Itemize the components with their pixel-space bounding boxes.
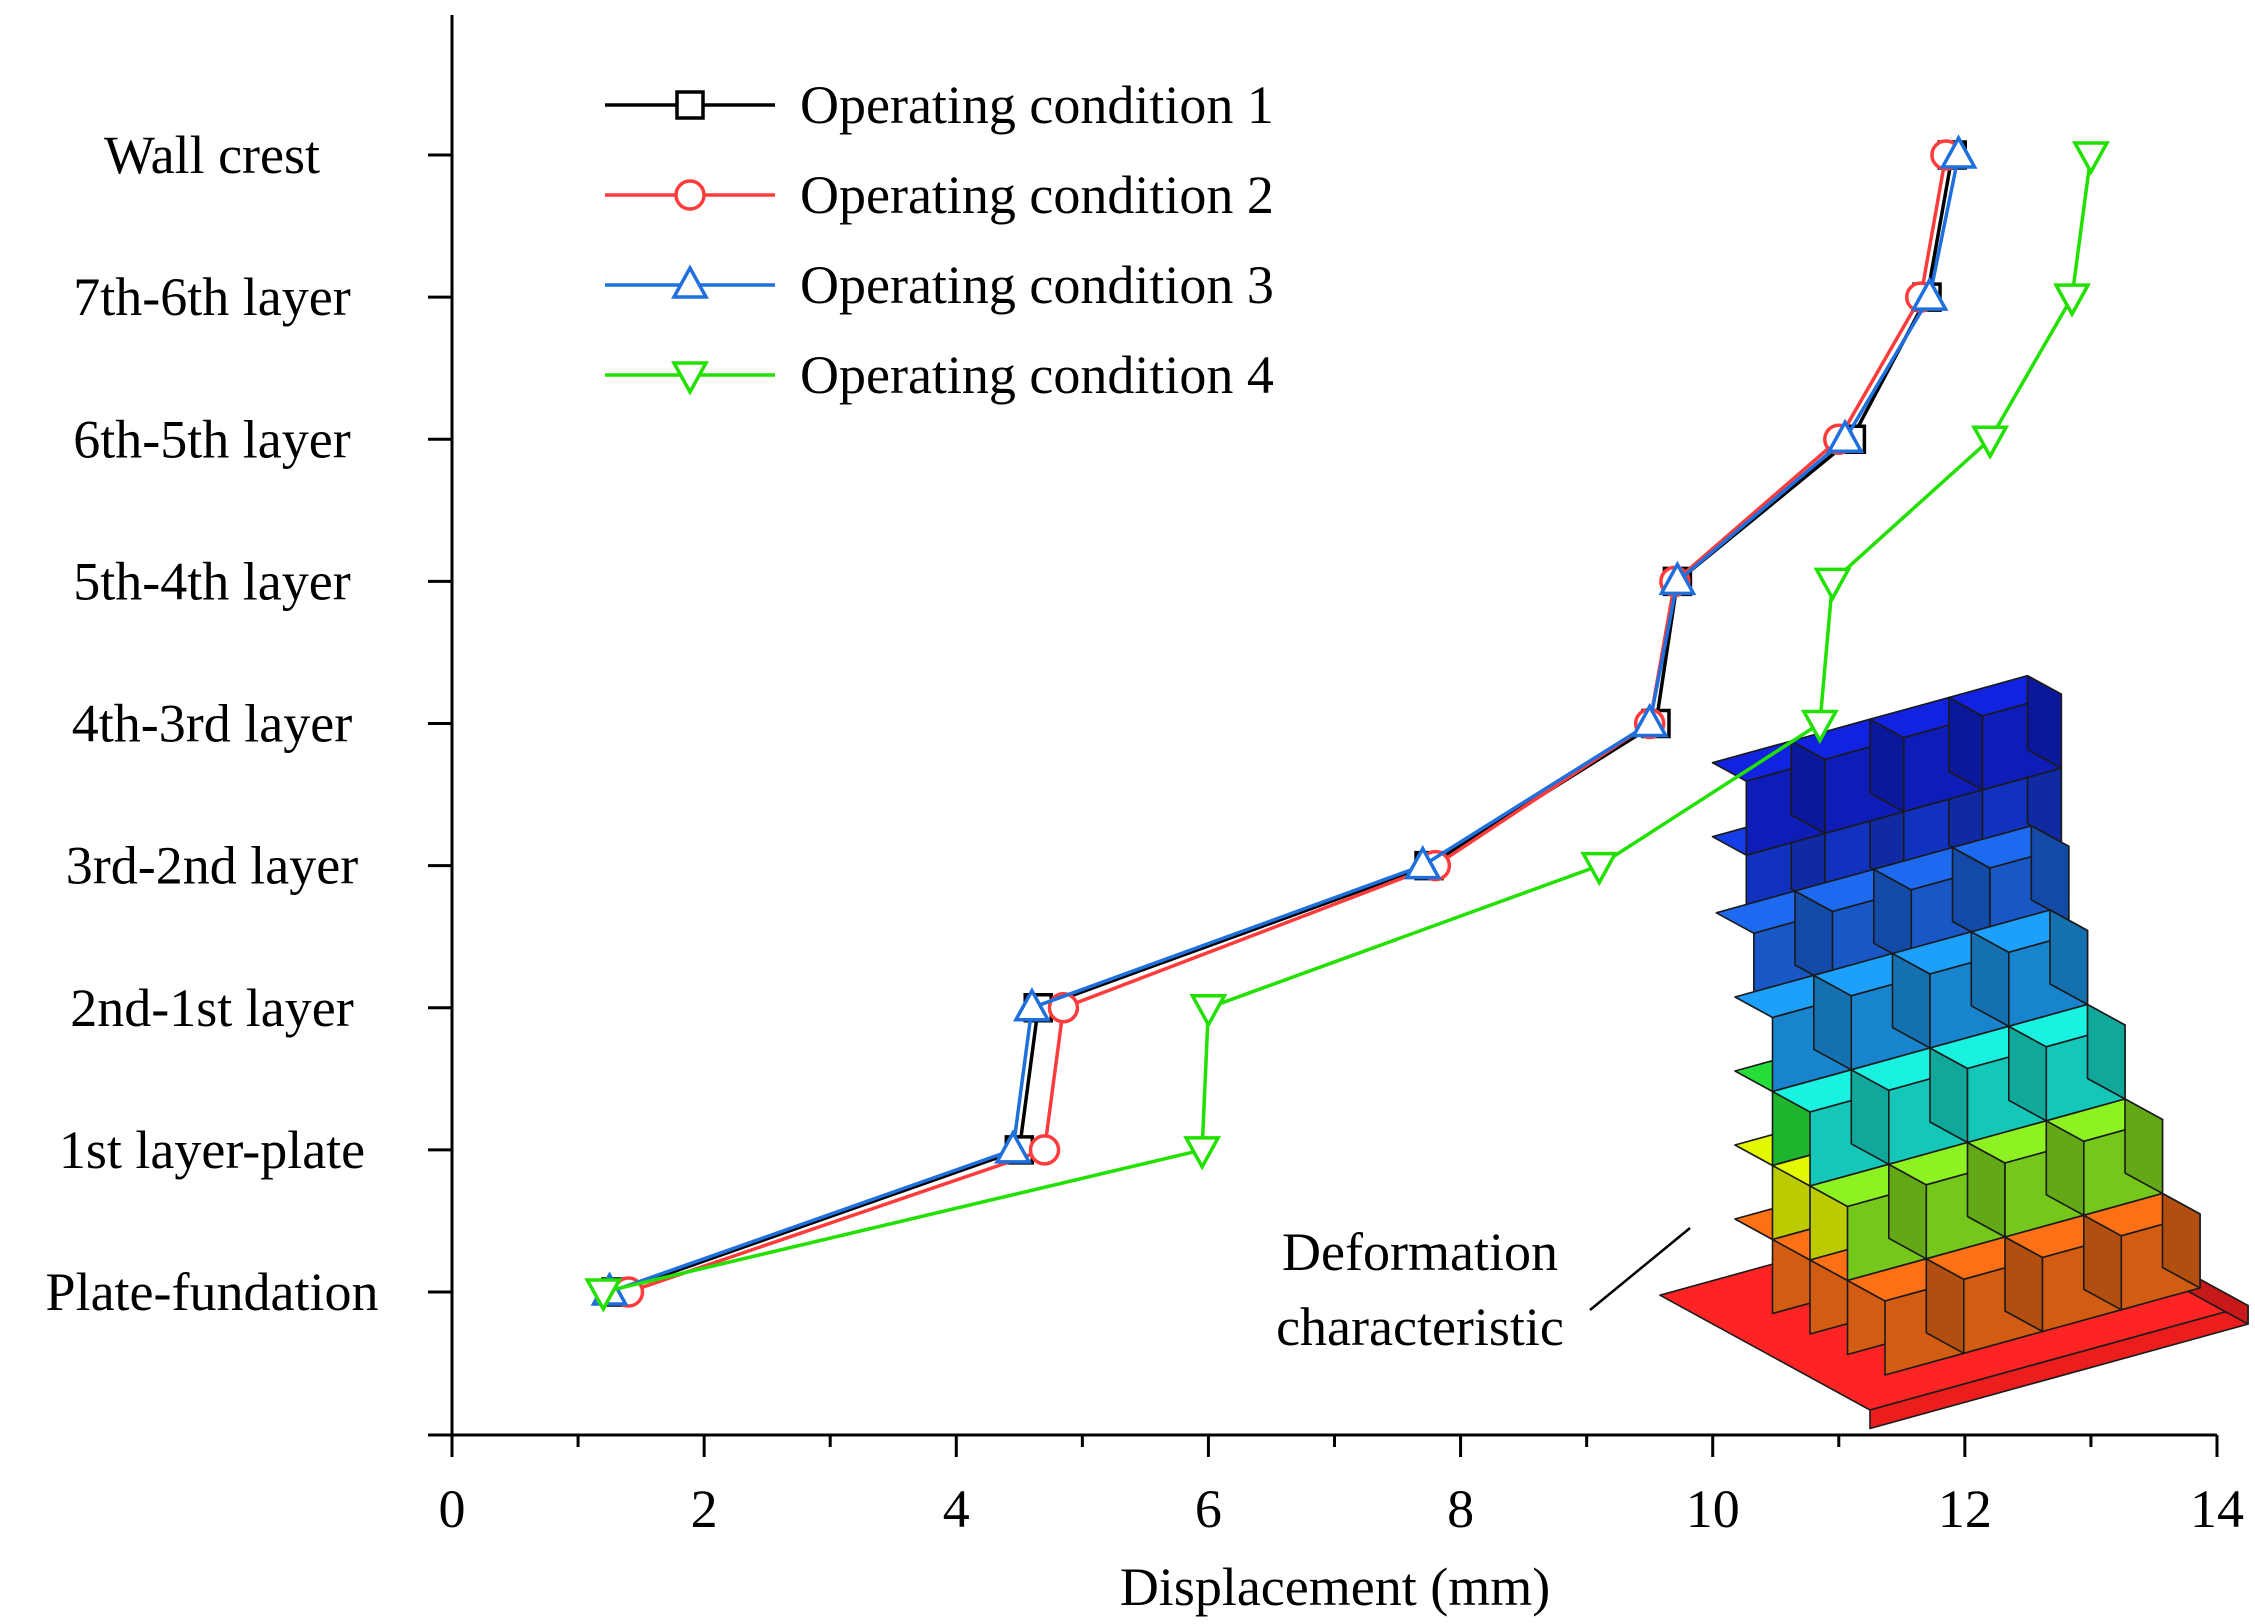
x-tick-label: 2 [691, 1479, 718, 1539]
x-tick-label: 0 [439, 1479, 466, 1539]
data-point [1630, 702, 1669, 738]
data-point [1800, 709, 1839, 745]
data-point [1580, 851, 1619, 887]
y-tick-label: 6th-5th layer [73, 409, 350, 469]
x-tick-label: 6 [1195, 1479, 1222, 1539]
data-point [1910, 276, 1949, 311]
x-tick-labels: 0 2 4 6 8 10 12 14 [439, 1479, 2245, 1539]
legend-item: Operating condition 3 [605, 255, 1274, 315]
legend-marker [671, 264, 709, 299]
data-point [584, 1278, 623, 1313]
series-3 [590, 134, 1978, 1306]
legend-label: Operating condition 4 [800, 345, 1274, 405]
deformation-illustration [1659, 674, 2249, 1430]
data-point [1813, 567, 1852, 602]
x-tick-label: 10 [1686, 1479, 1740, 1539]
legend-item: Operating condition 4 [605, 345, 1274, 405]
legend-item: Operating condition 2 [605, 165, 1274, 225]
y-tick-label: 4th-3rd layer [72, 694, 352, 754]
legend: Operating condition 1 Operating condition… [605, 75, 1274, 405]
series-line [627, 154, 1948, 1294]
block-face [2161, 1192, 2201, 1289]
block-face [2026, 674, 2063, 770]
legend-label: Operating condition 2 [800, 165, 1274, 225]
series-1 [601, 140, 1967, 1307]
data-point [1971, 425, 2010, 460]
x-tick-label: 12 [1938, 1479, 1992, 1539]
block-face [2086, 1003, 2126, 1100]
annotation-leader-line [1589, 1227, 1691, 1311]
y-tick-label: 5th-4th layer [73, 551, 350, 611]
y-tick-label: 7th-6th layer [73, 267, 350, 327]
legend-label: Operating condition 3 [800, 255, 1274, 315]
data-point [1012, 987, 1051, 1022]
annotation-line-1: Deformation [1282, 1222, 1558, 1282]
deformation-annotation: Deformation characteristic [1276, 1222, 1691, 1357]
legend-marker [674, 179, 706, 211]
data-point [994, 1129, 1032, 1164]
data-point [1403, 845, 1442, 880]
y-tick-label: 2nd-1st layer [70, 978, 353, 1038]
y-tick-label: Wall crest [104, 125, 320, 185]
series-2 [612, 139, 1962, 1308]
series-4 [584, 141, 2110, 1313]
series-layer [584, 134, 2110, 1313]
data-point [1189, 994, 1228, 1029]
x-axis-title: Displacement (mm) [1120, 1557, 1550, 1617]
series-line [615, 154, 1955, 1294]
x-tick-label: 14 [2190, 1479, 2244, 1539]
legend-label: Operating condition 1 [800, 75, 1274, 135]
x-tick-label: 4 [943, 1479, 970, 1539]
series-line [609, 154, 1961, 1294]
y-tick-labels: Plate-fundation 1st layer-plate 2nd-1st la… [46, 125, 379, 1322]
data-point [1658, 560, 1697, 596]
block-face [2124, 1098, 2164, 1195]
legend-item: Operating condition 1 [605, 75, 1274, 135]
block-face [2030, 824, 2070, 922]
legend-marker [671, 361, 709, 396]
data-point [1028, 1134, 1061, 1166]
annotation-line-2: characteristic [1276, 1297, 1564, 1357]
data-point [2053, 283, 2091, 318]
block-face [2049, 909, 2089, 1006]
y-tick-label: 3rd-2nd layer [66, 836, 358, 896]
data-point [1939, 134, 1978, 169]
data-point [1826, 418, 1865, 453]
data-point [1183, 1136, 1222, 1171]
y-tick-label: Plate-fundation [46, 1262, 379, 1322]
y-tick-label: 1st layer-plate [59, 1120, 365, 1180]
axes [428, 15, 2219, 1457]
data-point [1047, 992, 1080, 1024]
legend-marker [675, 90, 705, 120]
x-tick-label: 8 [1447, 1479, 1474, 1539]
data-point [2071, 141, 2110, 176]
